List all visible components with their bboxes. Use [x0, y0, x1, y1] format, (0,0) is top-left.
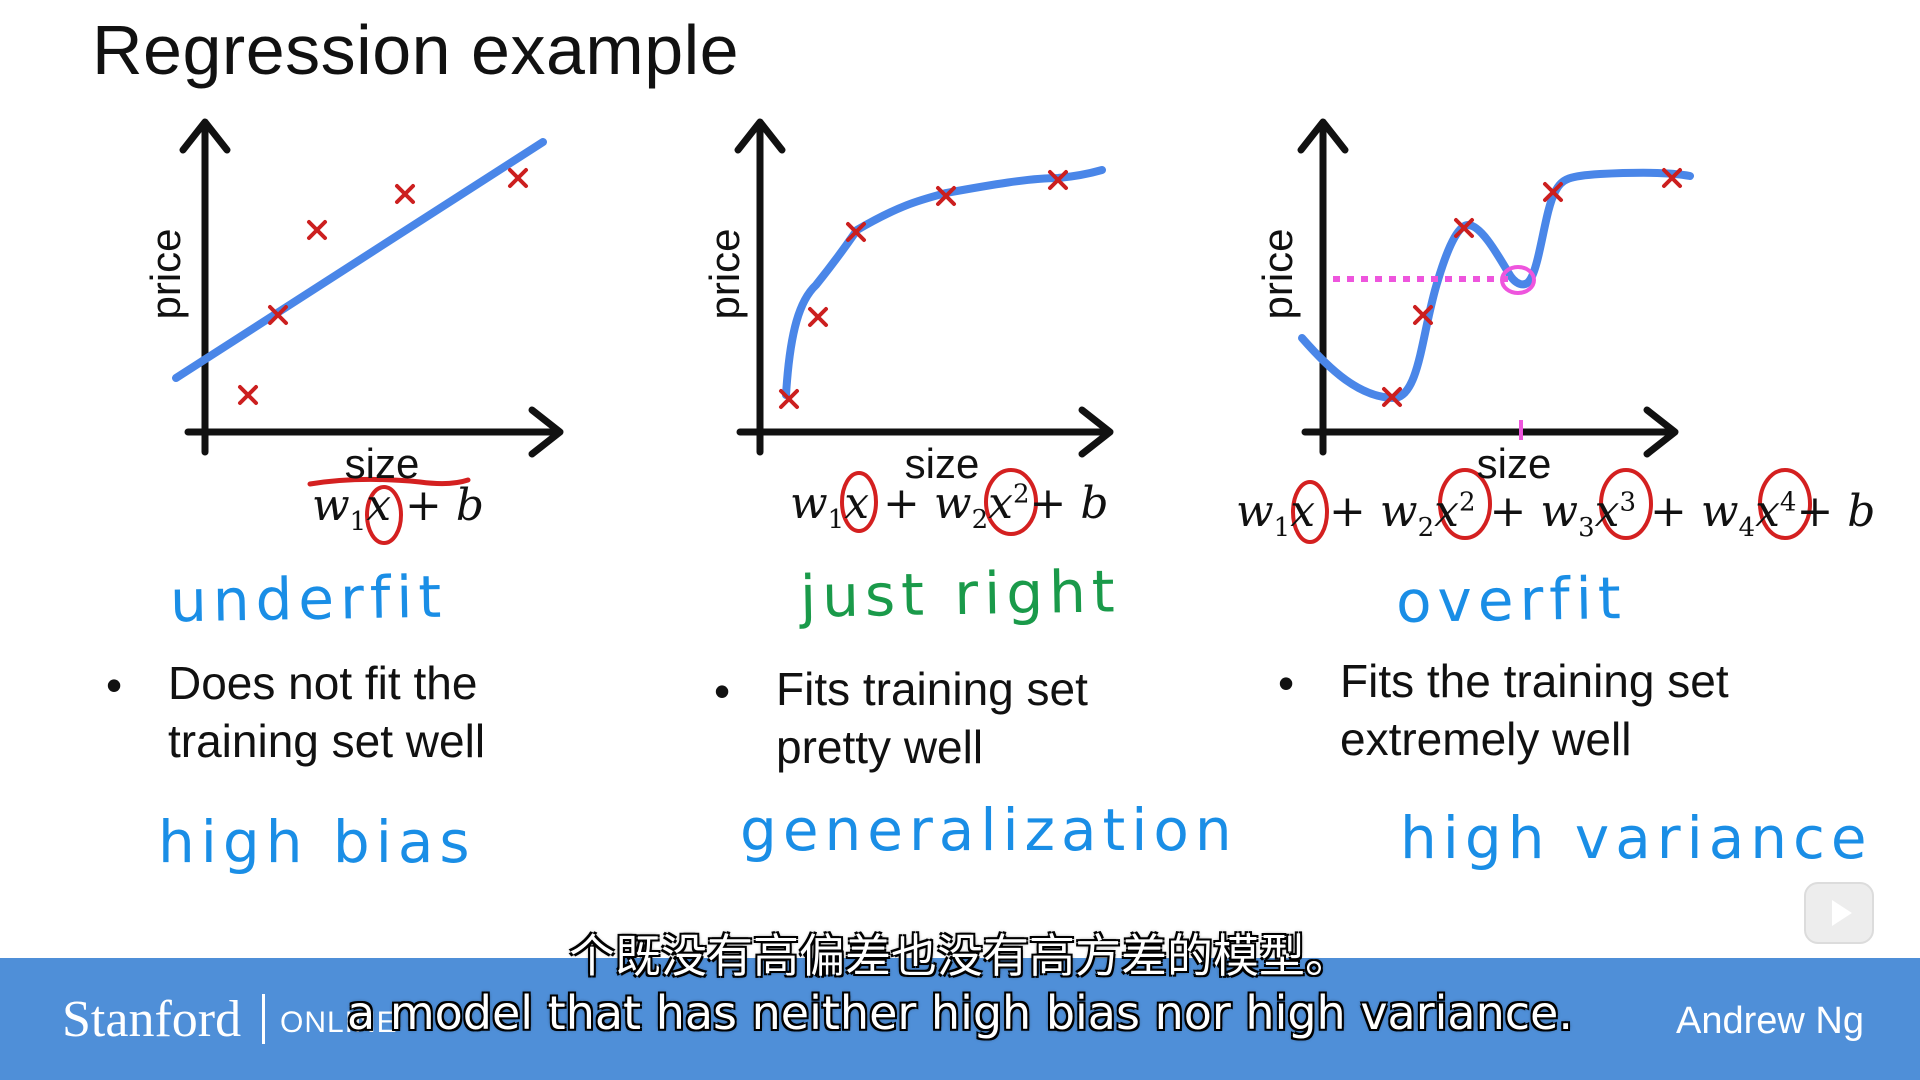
panel-2-fit-curve [782, 166, 1106, 399]
panel-3-data-points [1382, 168, 1682, 407]
x-axis-arrow [528, 406, 564, 458]
panel-3-circle-mark-x3 [1599, 468, 1653, 540]
subtitle-english: a model that has neither high bias nor h… [347, 986, 1573, 1040]
panel-1-verdict: underfit [169, 562, 448, 636]
data-point [1543, 182, 1563, 202]
panel-2-circle-mark-x2 [984, 468, 1038, 536]
panel-3-bullet-dot: • [1278, 657, 1295, 709]
slide-title: Regression example [92, 11, 740, 89]
instructor-name: Andrew Ng [1676, 1000, 1864, 1042]
panel-2-xlabel: size [904, 440, 980, 487]
data-point [307, 220, 327, 240]
panel-2-formula: w1x + w2x2+ b [790, 478, 1109, 535]
panel-1-data-points [238, 168, 528, 405]
panel-3-circle-mark-x4 [1758, 468, 1812, 540]
panel-2-bullet-dot: • [714, 665, 731, 717]
panel-3-pink-circle [1500, 265, 1536, 295]
data-point [508, 168, 528, 188]
y-axis-arrow [179, 118, 231, 154]
panel-1-formula: w1x + b [312, 480, 485, 537]
panel-3-note: high variance [1400, 804, 1873, 872]
panel-2-note: generalization [740, 796, 1238, 864]
panel-2-bullet-text: Fits training set pretty well [776, 663, 1088, 773]
subtitle-chinese: 个既没有高偏差也没有高方差的模型。 [569, 929, 1351, 983]
panel-2-data-points [779, 170, 1068, 409]
data-point [779, 389, 799, 409]
stanford-logo: Stanford [62, 991, 242, 1048]
data-point [808, 307, 828, 327]
panel-3-formula: w1x + w2x2 + w3x3 + w4x4+ b [1236, 486, 1876, 543]
panel-3-circle-mark-x [1291, 480, 1329, 544]
panel-1-xlabel: size [344, 440, 420, 487]
data-point [395, 184, 415, 204]
panel-2-axes [734, 118, 1114, 458]
panel-3-fit-curve [1298, 168, 1694, 403]
panel-1-ylabel: price [142, 228, 189, 320]
panel-2-ylabel: price [701, 228, 748, 320]
panel-3-bullet-text: Fits the training set extremely well [1340, 655, 1729, 765]
play-button[interactable] [1804, 882, 1874, 944]
panel-2-verdict: just right [799, 557, 1122, 631]
panel-1-underline-mark [307, 476, 471, 487]
data-point [1048, 170, 1068, 190]
data-point [268, 305, 288, 325]
data-point [1662, 168, 1682, 188]
panel-1-axes [179, 118, 564, 458]
panel-3-circle-mark-x2 [1438, 468, 1492, 540]
panel-1-bullet-text: Does not fit the training set well [168, 657, 486, 767]
panel-3-verdict: overfit [1395, 563, 1628, 637]
panel-1-bullet-dot: • [106, 659, 123, 711]
data-point [936, 186, 956, 206]
stanford-online-label: ONLINE [280, 1006, 398, 1039]
panel-1-circle-mark [365, 485, 403, 545]
data-point [846, 222, 866, 242]
play-icon [1832, 900, 1852, 926]
data-point [1454, 218, 1474, 238]
panel-1-note: high bias [158, 808, 476, 876]
data-point [238, 385, 258, 405]
brand-divider [262, 994, 265, 1044]
panel-3-xlabel: size [1476, 440, 1552, 487]
panel-1-fit-line [172, 138, 547, 382]
panel-3-ylabel: price [1254, 228, 1301, 320]
footer-bar [0, 958, 1920, 1080]
data-point [1413, 305, 1433, 325]
panel-3-axes [1297, 118, 1679, 458]
data-point [1382, 387, 1402, 407]
panel-2-circle-mark-x [840, 471, 878, 533]
